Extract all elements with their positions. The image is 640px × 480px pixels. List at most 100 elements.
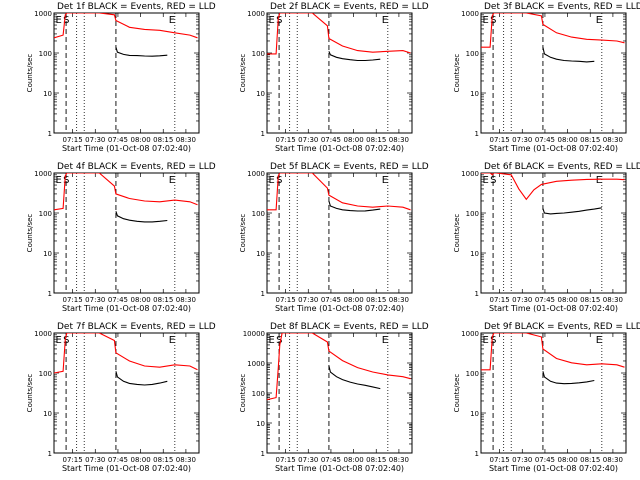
y-tick-label: 10 — [43, 90, 52, 98]
x-tick-label: 08:00 — [343, 456, 363, 464]
y-tick-label: 1 — [48, 130, 52, 138]
y-tick-label: 100 — [39, 370, 52, 378]
x-tick-label: 07:15 — [276, 136, 296, 144]
events-series-line — [542, 207, 602, 215]
lld-series-line — [481, 333, 625, 371]
event-marker-s: S — [63, 175, 69, 186]
y-tick-label: 100 — [466, 210, 479, 218]
y-tick-label: 1000 — [34, 170, 52, 178]
x-tick-label: 08:30 — [389, 296, 409, 304]
x-axis-label: Start Time (01-Oct-08 07:02:40) — [275, 304, 404, 313]
detector-panel-9: Det 9f BLACK = Events, RED = LLD 1 10 100 10… — [453, 322, 640, 473]
detector-panel-1: Det 1f BLACK = Events, RED = LLD 1 10 100 10… — [26, 2, 216, 153]
y-axis-label: Counts/sec — [239, 54, 247, 93]
y-tick-label: 10 — [256, 250, 265, 258]
x-axis-label: Start Time (01-Oct-08 07:02:40) — [275, 144, 404, 153]
x-axis-label: Start Time (01-Oct-08 07:02:40) — [275, 464, 404, 473]
x-axis-label: Start Time (01-Oct-08 07:02:40) — [62, 304, 191, 313]
x-tick-label: 08:00 — [343, 296, 363, 304]
events-series-line — [542, 47, 595, 63]
detector-panel-5: Det 5f BLACK = Events, RED = LLD 1 10 100 10… — [239, 162, 429, 313]
events-series-line — [115, 371, 168, 386]
x-tick-label: 07:15 — [490, 136, 510, 144]
lld-series-line — [54, 173, 198, 211]
x-tick-label: 07:15 — [63, 296, 83, 304]
x-tick-label: 08:15 — [580, 456, 600, 464]
x-tick-label: 07:30 — [512, 136, 532, 144]
x-tick-label: 08:15 — [366, 456, 386, 464]
event-marker-e: E — [483, 15, 489, 26]
y-tick-label: 1000 — [461, 170, 479, 178]
x-tick-label: 07:30 — [298, 296, 318, 304]
plot-frame — [266, 172, 413, 294]
y-axis-label: Counts/sec — [239, 214, 247, 253]
x-tick-label: 08:15 — [366, 296, 386, 304]
y-tick-label: 1000 — [247, 170, 265, 178]
x-tick-label: 08:15 — [580, 136, 600, 144]
event-marker-e: E — [483, 335, 489, 346]
y-axis-label: Counts/sec — [453, 214, 461, 253]
panel-title: Det 8f BLACK = Events, RED = LLD — [270, 322, 429, 332]
y-tick-label: 1000 — [247, 10, 265, 18]
y-tick-label: 100 — [39, 50, 52, 58]
x-tick-label: 07:45 — [321, 136, 341, 144]
event-marker-e: E — [596, 335, 602, 346]
event-marker-e: E — [269, 335, 275, 346]
x-tick-label: 07:30 — [512, 456, 532, 464]
x-axis-label: Start Time (01-Oct-08 07:02:40) — [62, 144, 191, 153]
x-tick-label: 07:15 — [276, 296, 296, 304]
event-marker-s: S — [276, 335, 282, 346]
panel-title: Det 6f BLACK = Events, RED = LLD — [484, 162, 640, 172]
x-tick-label: 07:30 — [85, 136, 105, 144]
y-tick-label: 10000 — [243, 330, 265, 338]
detector-panel-8: Det 8f BLACK = Events, RED = LLD 1 10 100 10… — [239, 322, 429, 473]
plot-frame — [480, 332, 627, 454]
events-series-line — [328, 365, 381, 390]
event-marker-s: S — [490, 15, 496, 26]
x-tick-label: 08:30 — [389, 456, 409, 464]
events-series-line — [542, 371, 595, 385]
events-series-line — [328, 200, 381, 212]
event-marker-e: E — [382, 175, 388, 186]
y-axis-label: Counts/sec — [239, 374, 247, 413]
x-tick-label: 08:30 — [176, 296, 196, 304]
y-tick-label: 10 — [470, 90, 479, 98]
plot-frame — [480, 12, 627, 134]
y-axis-label: Counts/sec — [453, 374, 461, 413]
detector-panel-6: Det 6f BLACK = Events, RED = LLD 1 10 100 10… — [453, 162, 640, 313]
plot-frame — [266, 12, 413, 134]
y-tick-label: 100 — [252, 50, 265, 58]
x-axis-label: Start Time (01-Oct-08 07:02:40) — [489, 144, 618, 153]
y-tick-label: 1 — [48, 290, 52, 298]
y-tick-label: 1000 — [34, 330, 52, 338]
x-tick-label: 07:45 — [535, 296, 555, 304]
event-marker-e: E — [169, 175, 175, 186]
event-marker-e: E — [56, 15, 62, 26]
y-tick-label: 1 — [261, 130, 265, 138]
event-marker-s: S — [490, 335, 496, 346]
x-tick-label: 08:30 — [389, 136, 409, 144]
x-tick-label: 07:15 — [63, 456, 83, 464]
x-tick-label: 07:15 — [490, 456, 510, 464]
y-tick-label: 100 — [466, 370, 479, 378]
plot-frame — [53, 332, 200, 454]
x-tick-label: 07:30 — [512, 296, 532, 304]
x-tick-label: 08:00 — [130, 296, 150, 304]
event-marker-s: S — [276, 175, 282, 186]
plot-frame — [53, 172, 200, 294]
panel-title: Det 7f BLACK = Events, RED = LLD — [57, 322, 216, 332]
y-tick-label: 1000 — [34, 10, 52, 18]
y-tick-label: 1000 — [461, 10, 479, 18]
y-tick-label: 100 — [252, 390, 265, 398]
x-tick-label: 08:15 — [153, 136, 173, 144]
x-axis-label: Start Time (01-Oct-08 07:02:40) — [489, 464, 618, 473]
x-tick-label: 08:30 — [176, 136, 196, 144]
plot-frame — [480, 172, 627, 294]
y-tick-label: 1000 — [247, 360, 265, 368]
lld-series-line — [54, 333, 198, 374]
x-tick-label: 07:30 — [298, 136, 318, 144]
plot-frame — [266, 332, 413, 454]
x-tick-label: 08:00 — [130, 136, 150, 144]
y-tick-label: 1000 — [461, 330, 479, 338]
